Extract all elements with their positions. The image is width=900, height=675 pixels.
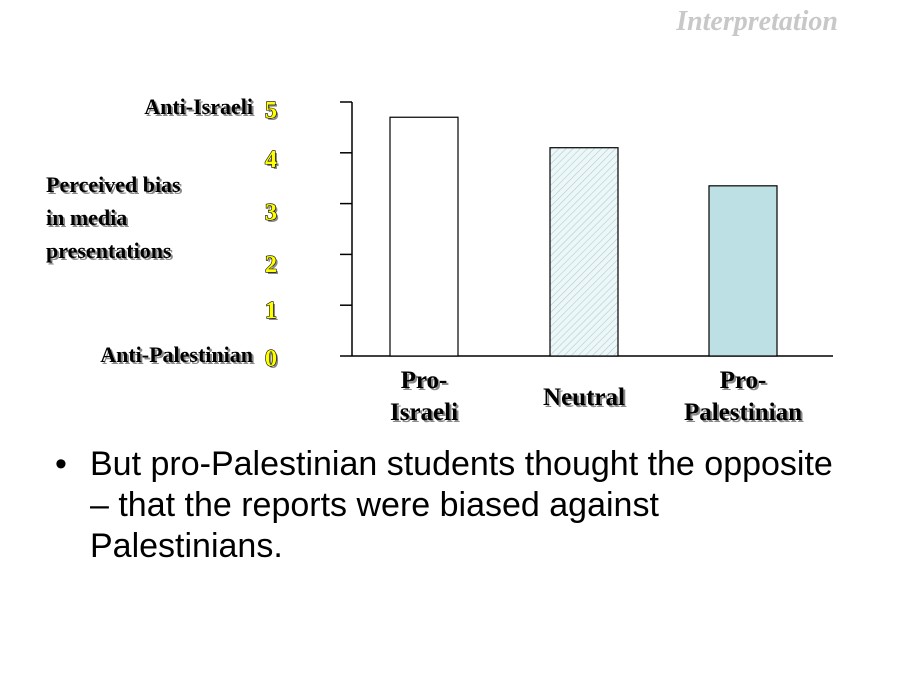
svg-text:Perceived bias: Perceived bias [48, 174, 183, 199]
x-category-label-1-line-1: Pro-Pro- [401, 367, 450, 396]
y-tick-label-4: 44 [264, 146, 279, 175]
bullet-dot: • [55, 445, 67, 483]
y-tick-label-0: 00 [264, 345, 279, 374]
svg-text:2: 2 [267, 254, 279, 280]
svg-text:1: 1 [265, 298, 277, 324]
svg-text:presentations: presentations [46, 238, 172, 263]
svg-text:0: 0 [265, 346, 277, 372]
bullet-point: • But pro-Palestinian students thought t… [55, 444, 845, 567]
svg-text:Anti-Palestinian: Anti-Palestinian [100, 342, 253, 367]
svg-text:Palestinian: Palestinian [684, 399, 802, 426]
svg-text:Israeli: Israeli [392, 401, 460, 428]
svg-text:Anti-Israeli: Anti-Israeli [146, 96, 255, 121]
svg-text:5: 5 [265, 98, 277, 124]
svg-text:Neutral: Neutral [543, 384, 625, 411]
y-tick-label-3: 33 [264, 199, 279, 228]
y-tick-label-1: 11 [264, 297, 279, 326]
svg-text:presentations: presentations [48, 240, 174, 265]
svg-text:Israeli: Israeli [390, 399, 458, 426]
svg-text:0: 0 [267, 348, 279, 374]
svg-text:Pro-: Pro- [403, 369, 450, 396]
svg-text:Pro-: Pro- [401, 367, 448, 394]
slide-section-label: Interpretation [676, 6, 838, 37]
y-tick-label-5: 55 [264, 97, 279, 126]
y-tick-label-2: 22 [264, 251, 279, 280]
svg-text:Anti-Palestinian: Anti-Palestinian [102, 344, 255, 369]
svg-text:2: 2 [265, 252, 277, 278]
svg-text:Pro-: Pro- [720, 367, 767, 394]
svg-text:Pro-: Pro- [722, 369, 769, 396]
svg-text:1: 1 [267, 300, 279, 326]
svg-text:3: 3 [267, 202, 279, 228]
svg-text:4: 4 [265, 147, 277, 173]
svg-text:Palestinian: Palestinian [686, 401, 804, 428]
svg-text:Perceived bias: Perceived bias [46, 172, 181, 197]
svg-text:Neutral: Neutral [545, 386, 627, 413]
bullet-text: But pro-Palestinian students thought the… [90, 445, 833, 565]
x-category-label-3-line-1: Pro-Pro- [720, 367, 769, 396]
svg-text:in media: in media [46, 205, 127, 230]
svg-text:5: 5 [267, 100, 279, 126]
svg-text:3: 3 [265, 200, 277, 226]
svg-text:4: 4 [267, 149, 279, 175]
svg-text:in media: in media [48, 207, 129, 232]
bar-2 [549, 147, 619, 357]
bar-3 [708, 185, 778, 357]
svg-text:Anti-Israeli: Anti-Israeli [144, 94, 253, 119]
bar-1 [389, 116, 459, 357]
